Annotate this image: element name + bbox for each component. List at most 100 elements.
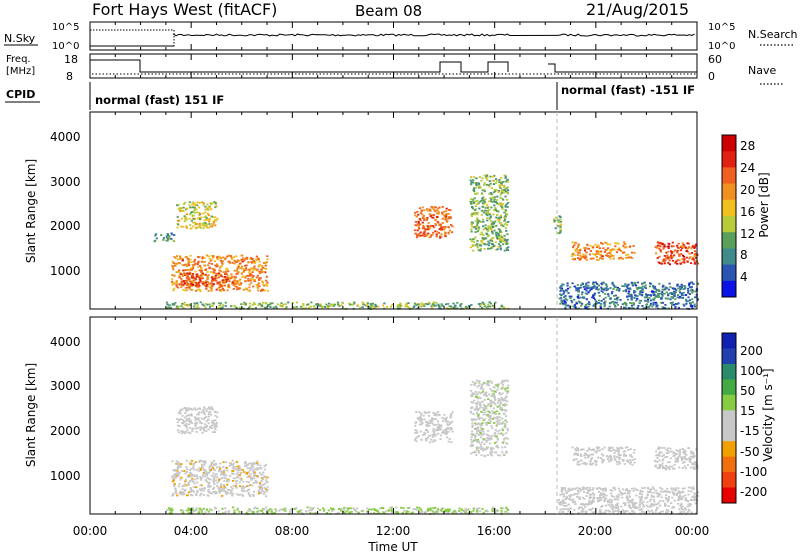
range-cell: [493, 229, 496, 232]
range-cell: [503, 239, 507, 242]
range-cell: [353, 301, 356, 304]
range-cell: [481, 237, 484, 239]
range-cell: [464, 511, 467, 513]
range-cell: [244, 303, 247, 305]
range-cell: [190, 459, 194, 462]
range-cell: [190, 414, 193, 417]
range-cell: [236, 468, 239, 470]
range-cell: [603, 305, 606, 308]
range-cell: [185, 426, 188, 429]
range-cell: [198, 202, 201, 204]
range-cell: [479, 429, 482, 432]
range-cell: [473, 197, 476, 200]
range-cell: [692, 453, 695, 456]
range-cell: [206, 207, 209, 210]
range-cell: [247, 261, 250, 263]
range-cell: [472, 433, 476, 436]
range-cell: [390, 510, 393, 512]
range-cell: [497, 210, 500, 213]
range-cell: [676, 244, 679, 247]
range-cell: [226, 255, 229, 258]
range-cell: [501, 446, 504, 449]
range-cell: [173, 478, 176, 480]
power-cb-tick-24: 24: [740, 161, 755, 175]
range-cell: [196, 204, 199, 207]
range-cell: [598, 449, 602, 452]
range-cell: [208, 267, 211, 270]
range-cell: [213, 260, 217, 263]
range-cell: [482, 211, 486, 214]
range-cell: [211, 492, 214, 495]
range-cell: [583, 288, 586, 291]
range-cell: [336, 301, 340, 304]
range-cell: [179, 273, 182, 275]
range-cell: [460, 303, 463, 305]
range-cell: [178, 262, 181, 265]
range-cell: [207, 264, 210, 267]
range-cell: [476, 213, 479, 216]
range-cell: [234, 285, 237, 288]
range-cell: [470, 438, 473, 441]
range-cell: [656, 294, 659, 297]
range-cell: [688, 283, 691, 285]
range-cell: [597, 253, 600, 255]
range-cell: [423, 235, 426, 238]
range-cell: [437, 212, 440, 215]
range-cell: [200, 274, 203, 277]
range-cell: [691, 305, 694, 307]
range-cell: [423, 411, 426, 413]
range-cell: [494, 190, 497, 193]
range-cell: [678, 508, 681, 511]
range-cell: [591, 457, 594, 460]
range-cell: [611, 282, 614, 285]
range-cell: [488, 442, 491, 445]
range-cell: [206, 277, 209, 279]
range-cell: [247, 484, 250, 487]
range-cell: [257, 258, 260, 261]
range-cell: [584, 285, 587, 288]
range-cell: [429, 209, 432, 212]
range-cell: [443, 226, 447, 229]
range-cell: [470, 395, 473, 397]
range-cell: [220, 488, 223, 490]
range-cell: [190, 289, 193, 291]
range-cell: [622, 450, 625, 453]
range-cell: [211, 465, 214, 468]
range-cell: [182, 419, 185, 421]
range-cell: [433, 439, 436, 442]
range-cell: [479, 406, 482, 408]
range-cell: [434, 206, 437, 209]
range-cell: [432, 431, 435, 433]
power-colorbar-swatch: [722, 135, 736, 152]
range-cell: [165, 301, 169, 304]
range-cell: [480, 446, 483, 448]
range-cell: [253, 468, 256, 471]
range-cell: [414, 421, 418, 424]
range-cell: [471, 422, 474, 425]
range-cell: [220, 257, 223, 259]
range-cell: [420, 412, 423, 415]
range-cell: [265, 490, 268, 493]
range-cell: [488, 301, 491, 304]
range-cell: [494, 510, 497, 513]
range-cell: [617, 449, 620, 452]
range-cell: [185, 423, 188, 425]
range-cell: [206, 284, 209, 286]
range-cell: [484, 209, 487, 212]
range-cell: [691, 462, 694, 464]
range-cell: [561, 501, 564, 504]
range-cell: [472, 245, 475, 247]
range-cell: [602, 298, 605, 301]
range-cell: [284, 510, 287, 512]
range-cell: [608, 256, 611, 259]
range-cell: [186, 428, 189, 431]
range-cell: [607, 247, 610, 250]
range-cell: [687, 296, 690, 299]
range-cell: [477, 422, 480, 425]
range-cell: [609, 454, 612, 457]
range-cell: [218, 304, 221, 307]
range-cell: [269, 303, 272, 306]
range-cell: [655, 454, 658, 457]
range-cell: [246, 463, 249, 466]
range-cell: [622, 502, 625, 504]
